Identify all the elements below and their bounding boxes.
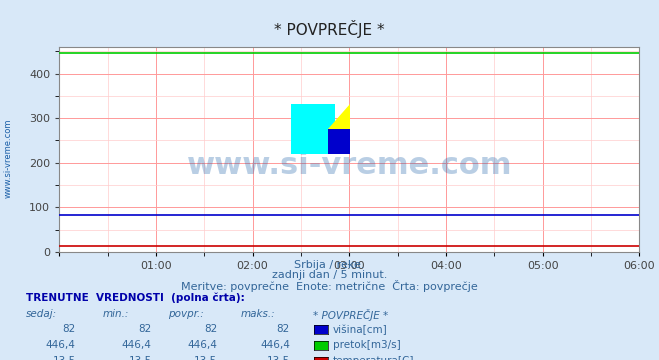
Text: 13,5: 13,5 [267,356,290,360]
Bar [328,129,350,153]
Text: 82: 82 [63,324,76,334]
Text: zadnji dan / 5 minut.: zadnji dan / 5 minut. [272,270,387,280]
Text: Meritve: povprečne  Enote: metrične  Črta: povprečje: Meritve: povprečne Enote: metrične Črta:… [181,280,478,292]
Text: 82: 82 [138,324,152,334]
Text: min.:: min.: [102,309,129,319]
Text: www.si-vreme.com: www.si-vreme.com [3,119,13,198]
Text: 13,5: 13,5 [53,356,76,360]
Text: 13,5: 13,5 [129,356,152,360]
Text: 82: 82 [277,324,290,334]
Text: TRENUTNE  VREDNOSTI  (polna črta):: TRENUTNE VREDNOSTI (polna črta): [26,292,245,303]
Text: 446,4: 446,4 [188,340,217,350]
Text: 13,5: 13,5 [194,356,217,360]
Text: povpr.:: povpr.: [168,309,204,319]
Text: temperatura[C]: temperatura[C] [333,356,415,360]
Text: maks.:: maks.: [241,309,275,319]
Text: višina[cm]: višina[cm] [333,324,387,335]
Text: sedaj:: sedaj: [26,309,57,319]
Text: 446,4: 446,4 [260,340,290,350]
Text: * POVPREČJE *: * POVPREČJE * [313,309,388,320]
Text: 446,4: 446,4 [122,340,152,350]
Text: 82: 82 [204,324,217,334]
Text: 446,4: 446,4 [46,340,76,350]
Text: www.si-vreme.com: www.si-vreme.com [186,151,512,180]
Bar [291,104,335,153]
Text: * POVPREČJE *: * POVPREČJE * [274,20,385,38]
Text: pretok[m3/s]: pretok[m3/s] [333,340,401,350]
Polygon shape [328,104,350,129]
Text: Srbija / reke.: Srbija / reke. [295,260,364,270]
